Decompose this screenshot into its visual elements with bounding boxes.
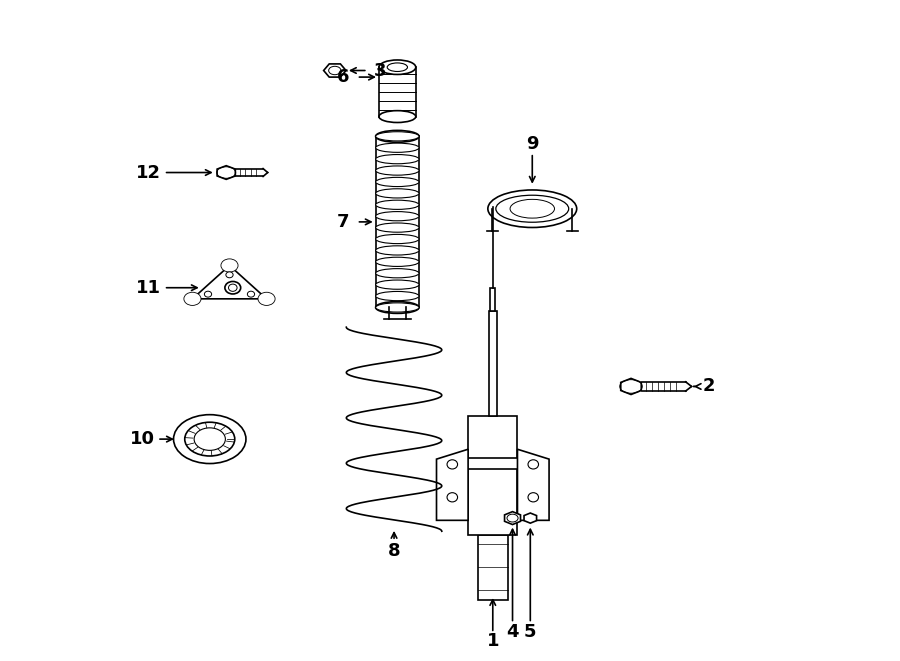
Text: 1: 1 <box>487 632 499 650</box>
Ellipse shape <box>204 292 212 297</box>
Polygon shape <box>505 512 520 525</box>
Ellipse shape <box>375 143 419 152</box>
Ellipse shape <box>375 280 419 290</box>
Ellipse shape <box>174 414 246 463</box>
Ellipse shape <box>375 223 419 232</box>
Ellipse shape <box>248 292 255 297</box>
Text: 10: 10 <box>130 430 155 448</box>
FancyBboxPatch shape <box>478 535 508 600</box>
Ellipse shape <box>528 492 538 502</box>
Ellipse shape <box>225 282 240 294</box>
Ellipse shape <box>220 259 238 272</box>
Ellipse shape <box>375 177 419 186</box>
Ellipse shape <box>375 303 419 312</box>
Ellipse shape <box>375 301 419 313</box>
Ellipse shape <box>375 130 419 142</box>
Polygon shape <box>518 449 549 520</box>
Text: 9: 9 <box>526 136 538 153</box>
Text: 4: 4 <box>507 623 518 641</box>
Ellipse shape <box>379 60 416 75</box>
Ellipse shape <box>528 460 538 469</box>
Ellipse shape <box>258 292 275 305</box>
Ellipse shape <box>375 200 419 210</box>
Ellipse shape <box>447 492 457 502</box>
Ellipse shape <box>375 257 419 266</box>
Ellipse shape <box>375 212 419 221</box>
Polygon shape <box>524 513 536 523</box>
Ellipse shape <box>375 268 419 278</box>
Polygon shape <box>217 166 235 179</box>
Ellipse shape <box>387 63 408 71</box>
Ellipse shape <box>226 272 233 278</box>
Ellipse shape <box>375 166 419 175</box>
Text: 12: 12 <box>136 163 161 182</box>
Polygon shape <box>436 449 468 520</box>
Text: 11: 11 <box>136 279 161 297</box>
Ellipse shape <box>184 422 235 456</box>
Ellipse shape <box>447 460 457 469</box>
Text: 5: 5 <box>524 623 536 641</box>
Ellipse shape <box>375 189 419 198</box>
Ellipse shape <box>375 235 419 244</box>
Text: 8: 8 <box>388 542 400 560</box>
Polygon shape <box>324 64 346 77</box>
Ellipse shape <box>488 190 577 227</box>
Ellipse shape <box>229 284 237 292</box>
FancyBboxPatch shape <box>458 457 527 469</box>
Ellipse shape <box>496 195 569 222</box>
Ellipse shape <box>194 428 225 450</box>
FancyBboxPatch shape <box>491 288 495 311</box>
Ellipse shape <box>379 110 416 122</box>
Ellipse shape <box>375 132 419 141</box>
Ellipse shape <box>375 155 419 164</box>
Text: 2: 2 <box>702 377 715 395</box>
Polygon shape <box>193 266 266 299</box>
Ellipse shape <box>184 292 201 305</box>
FancyBboxPatch shape <box>489 311 497 416</box>
Ellipse shape <box>375 292 419 301</box>
Text: 6: 6 <box>338 68 349 86</box>
Text: 3: 3 <box>374 61 386 79</box>
Text: 7: 7 <box>338 213 349 231</box>
FancyBboxPatch shape <box>468 416 518 535</box>
Ellipse shape <box>510 200 554 218</box>
Polygon shape <box>621 378 642 395</box>
Ellipse shape <box>375 246 419 255</box>
